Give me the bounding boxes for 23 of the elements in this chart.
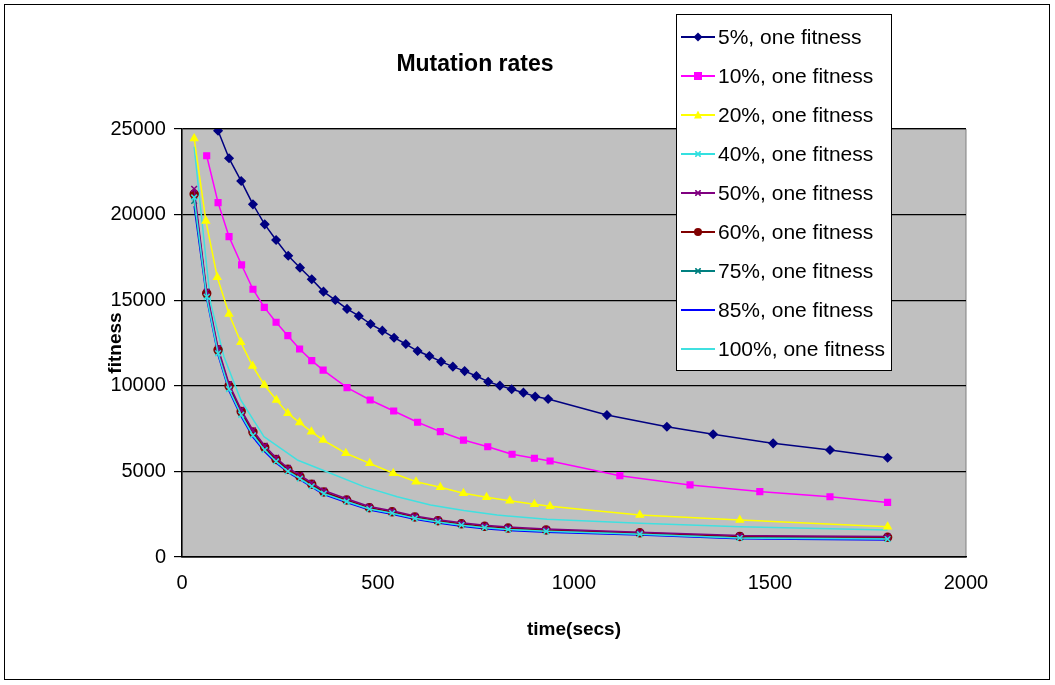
legend-label: 10%, one fitness — [718, 63, 874, 89]
x-axis-title: time(secs) — [527, 617, 621, 639]
y-tick-label: 20000 — [110, 202, 166, 225]
x-tick-label: 500 — [361, 570, 395, 593]
y-tick-label: 10000 — [110, 373, 166, 396]
legend-label: 50%, one fitness — [718, 180, 874, 206]
legend-label: 85%, one fitness — [718, 297, 874, 323]
x-tick-label: 1500 — [747, 570, 793, 593]
legend-label: 100%, one fitness — [718, 336, 885, 362]
legend-label: 75%, one fitness — [718, 258, 874, 284]
y-tick-label: 25000 — [110, 116, 166, 139]
legend-label: 20%, one fitness — [718, 102, 874, 128]
y-tick-label: 0 — [154, 544, 166, 567]
chart-title: Mutation rates — [395, 50, 555, 77]
legend-label: 5%, one fitness — [718, 24, 862, 50]
y-axis-title: fitness — [103, 312, 125, 374]
x-tick-label: 2000 — [943, 570, 989, 593]
y-tick-label: 15000 — [110, 287, 166, 310]
y-tick-label: 5000 — [121, 458, 166, 481]
legend-label: 40%, one fitness — [718, 141, 874, 167]
x-tick-label: 0 — [176, 570, 188, 593]
legend-label: 60%, one fitness — [718, 219, 874, 245]
x-tick-label: 1000 — [551, 570, 597, 593]
